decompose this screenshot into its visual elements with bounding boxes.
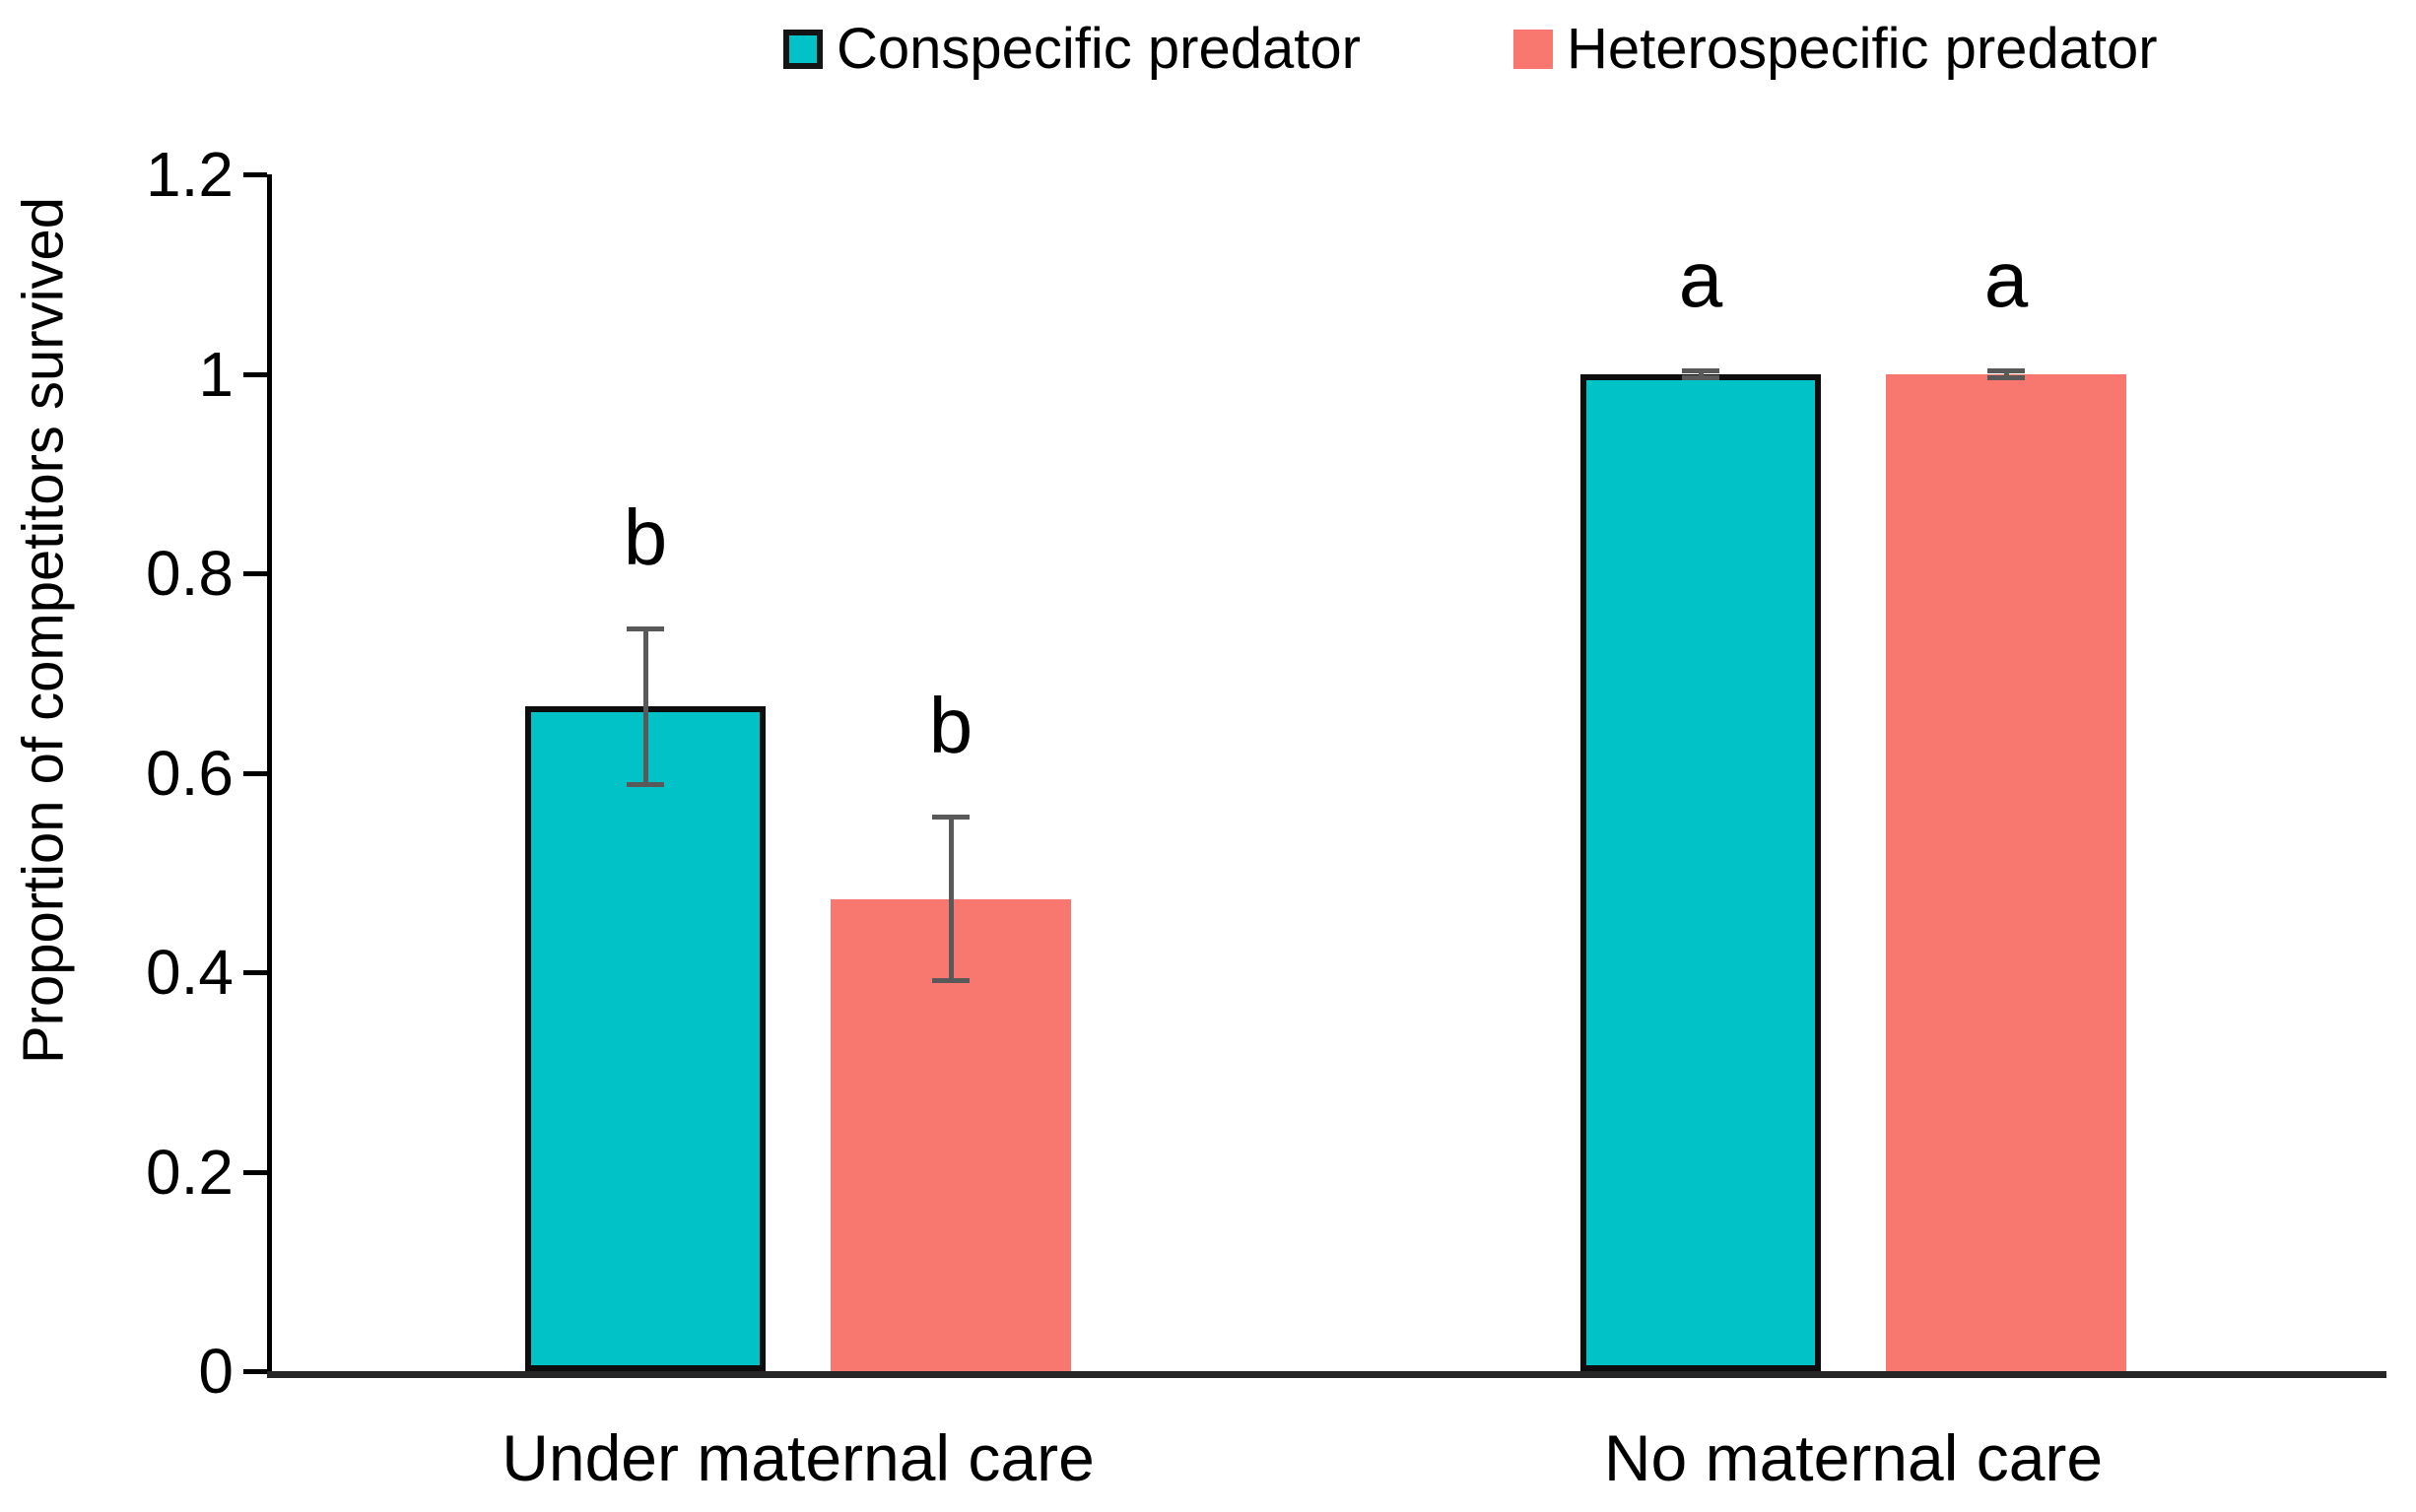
y-tick-label: 0	[198, 1336, 234, 1407]
y-axis-line	[267, 174, 272, 1378]
error-bar-cap-top	[1987, 368, 2025, 374]
error-bar-line	[1698, 370, 1704, 377]
y-tick-mark	[243, 1169, 267, 1175]
significance-letter: b	[928, 682, 973, 770]
error-bar-cap-top	[932, 815, 970, 821]
legend-label: Conspecific predator	[837, 17, 1361, 81]
y-tick-mark	[243, 1369, 267, 1374]
x-axis-line	[267, 1371, 2386, 1378]
y-tick-label: 0.4	[146, 937, 234, 1008]
error-bar-cap-bottom	[1682, 374, 1719, 380]
error-bar-line	[642, 627, 648, 784]
bar-conspecific-predator-under-maternal-care	[525, 705, 766, 1371]
error-bar-cap-top	[627, 625, 664, 631]
y-tick-label: 0.8	[146, 538, 234, 609]
y-tick-label: 1	[198, 338, 234, 410]
legend-swatch-icon	[1513, 30, 1553, 69]
y-tick-mark	[243, 770, 267, 776]
y-tick-mark	[243, 970, 267, 975]
error-bar-cap-bottom	[1987, 374, 2025, 380]
significance-letter: b	[623, 493, 668, 581]
legend-item-heterospecific-predator: Heterospecific predator	[1513, 12, 2158, 87]
significance-letter: a	[1678, 235, 1723, 324]
error-bar-line	[2003, 370, 2009, 377]
y-tick-label: 1.2	[146, 139, 234, 210]
y-tick-label: 0.2	[146, 1136, 234, 1208]
category-label-no-maternal-care: No maternal care	[1603, 1421, 2104, 1494]
bar-conspecific-predator-no-maternal-care	[1580, 373, 1821, 1371]
error-bar-cap-bottom	[627, 781, 664, 787]
bar-heterospecific-predator-no-maternal-care	[1886, 373, 2126, 1371]
error-bar-line	[948, 817, 954, 981]
y-tick-mark	[243, 172, 267, 177]
y-tick-mark	[243, 371, 267, 377]
error-bar-cap-bottom	[932, 978, 970, 984]
error-bar-cap-top	[1682, 368, 1719, 374]
legend-item-conspecific-predator: Conspecific predator	[783, 12, 1361, 87]
category-label-under-maternal-care: Under maternal care	[502, 1421, 1095, 1494]
significance-letter: a	[1983, 235, 2029, 324]
legend-label: Heterospecific predator	[1567, 17, 2158, 81]
y-tick-mark	[243, 571, 267, 576]
y-tick-label: 0.6	[146, 737, 234, 809]
legend-swatch-icon	[783, 30, 823, 69]
